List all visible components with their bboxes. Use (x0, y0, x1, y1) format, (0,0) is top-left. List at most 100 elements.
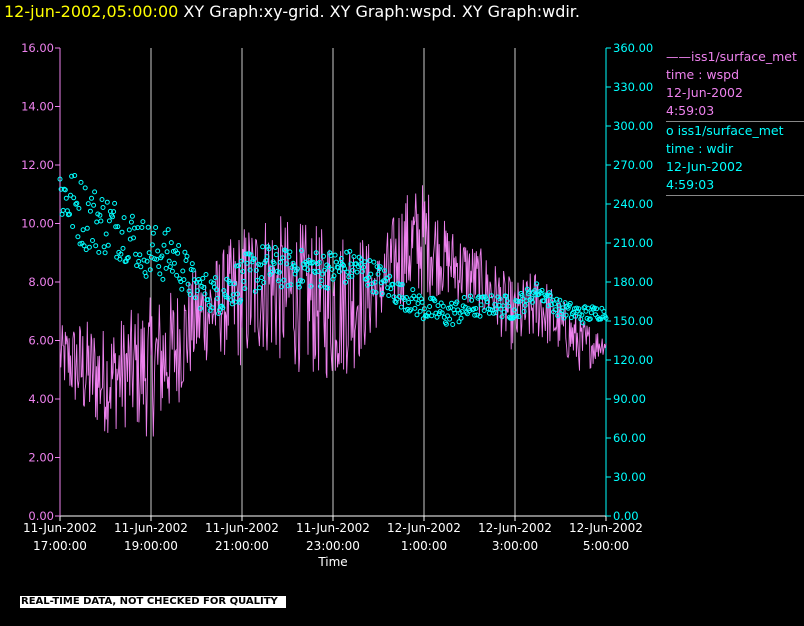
wdir-point (556, 303, 562, 308)
wdir-point (346, 274, 352, 280)
wdir-point (377, 264, 383, 270)
wdir-point (354, 269, 360, 275)
wdir-point (419, 299, 425, 305)
wdir-point (248, 252, 254, 258)
wdir-point (120, 245, 126, 251)
wdir-point (449, 300, 455, 306)
wdir-point (307, 260, 313, 266)
wdir-point (539, 287, 545, 293)
wdir-point (306, 257, 312, 263)
wdir-point (331, 273, 337, 279)
wdir-point (156, 264, 162, 269)
wdir-point (315, 269, 321, 274)
wdir-point (212, 275, 218, 281)
wdir-point (155, 248, 161, 254)
wdir-point (140, 219, 146, 225)
wdir-point (105, 242, 111, 248)
wdir-point (415, 301, 421, 306)
legend-wdir-time: 4:59:03 (666, 177, 715, 192)
left-tick-label: 16.00 (21, 41, 54, 55)
wdir-point (371, 259, 377, 265)
wdir-point (316, 260, 322, 265)
legend-entry-wspd[interactable]: ——iss1/surface_met time : wspd 12-Jun-20… (666, 48, 804, 122)
wdir-point (380, 278, 386, 284)
x-tick-label-time: 17:00:00 (33, 539, 87, 553)
right-tick-label: 270.00 (613, 158, 653, 172)
wdir-point (345, 269, 351, 275)
wdir-point (236, 263, 241, 269)
wdir-point (176, 243, 182, 248)
wdir-point (440, 303, 446, 309)
wdir-point (399, 282, 405, 287)
x-tick-label-date: 12-Jun-2002 (478, 521, 552, 535)
wdir-point (145, 224, 151, 230)
wdir-point (110, 214, 115, 220)
wdir-point (326, 264, 332, 270)
wdir-point (500, 303, 506, 309)
wdir-point (119, 229, 125, 235)
wdir-point (456, 319, 462, 325)
wdir-point (139, 225, 145, 230)
wdir-point (534, 281, 540, 287)
wdir-point (271, 261, 277, 266)
wdir-point (321, 253, 326, 259)
right-tick-label: 210.00 (613, 236, 653, 250)
wdir-point (373, 290, 379, 296)
legend-wspd-var: time : wspd (666, 67, 740, 82)
wdir-point (90, 238, 95, 243)
wdir-point (587, 316, 593, 322)
wdir-point (175, 250, 181, 256)
wdir-point (557, 297, 563, 303)
wdir-point (296, 284, 302, 290)
wdir-point (146, 250, 152, 256)
wdir-point (280, 255, 286, 261)
wdir-point (163, 265, 169, 271)
wdir-point (242, 286, 248, 291)
wdir-point (412, 305, 418, 311)
wdir-point (426, 310, 432, 316)
wdir-point (214, 287, 219, 293)
wdir-point (138, 264, 144, 270)
wdir-point (305, 267, 311, 273)
wdir-point (370, 289, 376, 295)
wdir-point (567, 300, 573, 306)
wdir-point (447, 316, 453, 322)
wdir-point (276, 269, 282, 275)
legend-wspd-source: ——iss1/surface_met (666, 49, 797, 64)
wdir-point (347, 248, 353, 254)
legend-entry-wdir[interactable]: o iss1/surface_met time : wdir 12-Jun-20… (666, 122, 804, 196)
chart-title: 12-jun-2002,05:00:00 XY Graph:xy-grid. X… (4, 2, 580, 21)
quality-disclaimer: REAL-TIME DATA, NOT CHECKED FOR QUALITY (20, 596, 286, 608)
wdir-point (488, 307, 493, 312)
legend-wdir-date: 12-Jun-2002 (666, 159, 743, 174)
wdir-point (184, 253, 190, 259)
wdir-point (132, 225, 137, 231)
wdir-point (285, 283, 291, 289)
wdir-point (286, 254, 292, 260)
wdir-point (240, 269, 246, 274)
wdir-point (238, 297, 244, 303)
wdir-point (367, 258, 373, 264)
wdir-point (150, 230, 156, 236)
wdir-point (273, 252, 279, 258)
wdir-point (435, 303, 441, 309)
wdir-point (143, 273, 149, 279)
wdir-point (113, 224, 119, 230)
left-tick-label: 2.00 (28, 451, 54, 465)
right-tick-label: 30.00 (613, 470, 646, 484)
wdir-point (275, 278, 281, 284)
wdir-point (126, 227, 132, 233)
wdir-point (188, 267, 194, 272)
wdir-point (200, 275, 206, 281)
wdir-point (349, 273, 355, 279)
wdir-point (71, 195, 77, 201)
wdir-point (59, 211, 65, 217)
wdir-point (241, 278, 247, 284)
wdir-point (391, 294, 397, 300)
wdir-point (68, 192, 73, 198)
wdir-point (284, 261, 290, 267)
wdir-point (168, 240, 174, 246)
wdir-point (344, 249, 350, 255)
x-tick-label-date: 12-Jun-2002 (387, 521, 461, 535)
wdir-point (432, 298, 438, 304)
